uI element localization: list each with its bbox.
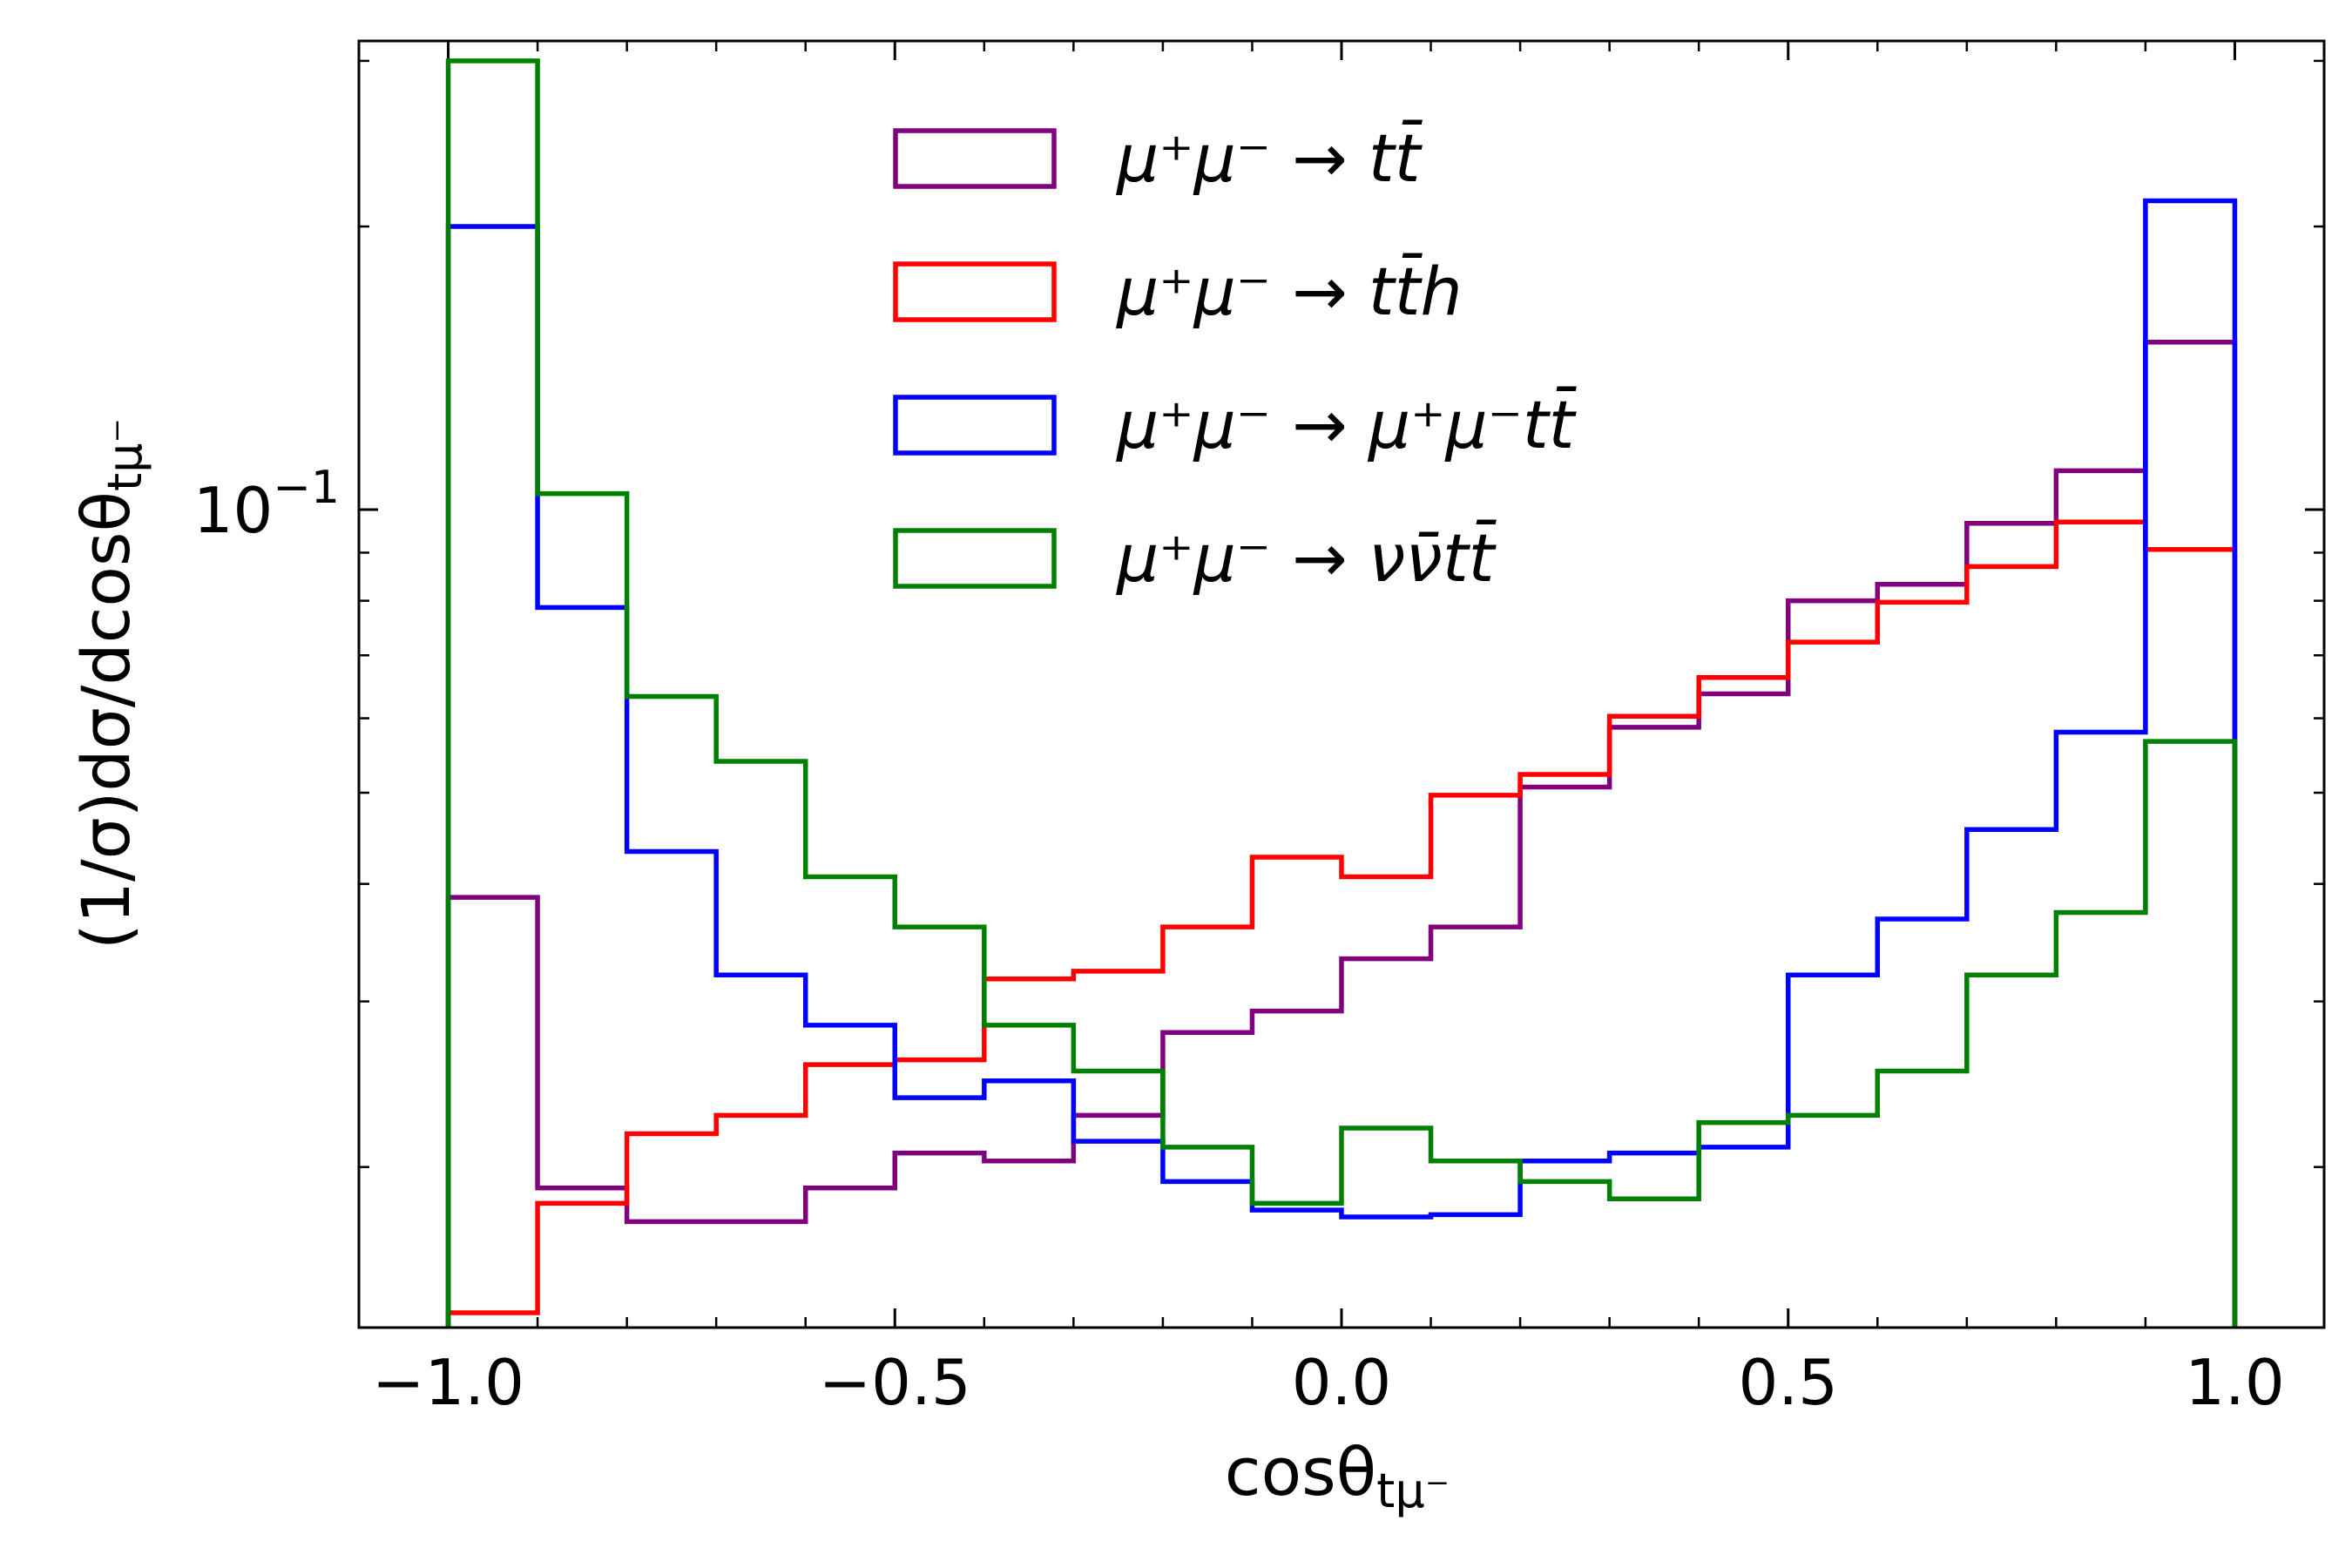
- x-axis-ticks: [357, 41, 2326, 1328]
- legend-swatch-mumu_mumutt: [893, 395, 1057, 456]
- legend-label-mumu_mumutt: μ⁺μ⁻ → μ⁺μ⁻tt̄: [1116, 385, 1578, 463]
- y-tick-labels: 10−1: [193, 462, 340, 547]
- legend-label-mumu_tt: μ⁺μ⁻ → tt̄: [1116, 118, 1423, 197]
- legend-swatch-mumu_tth: [893, 261, 1057, 322]
- y-axis-label-main: (1/σ)dσ/dcosθ: [67, 491, 145, 950]
- x-tick-label: 1.0: [2185, 1346, 2285, 1419]
- x-axis-label-main: cosθ: [1225, 1433, 1376, 1511]
- x-axis-label-sub: tμ⁻: [1376, 1463, 1450, 1518]
- histogram-series: [445, 58, 2238, 1328]
- x-tick-label: 0.5: [1738, 1346, 1838, 1419]
- legend: μ⁺μ⁻ → tt̄ μ⁺μ⁻ → tt̄h μ⁺μ⁻ → μ⁺μ⁻tt̄ μ⁺μ⁻ …: [893, 118, 1578, 597]
- legend-label-mumu_tth: μ⁺μ⁻ → tt̄h: [1116, 252, 1463, 330]
- x-axis-label: cosθtμ⁻: [1225, 1433, 1450, 1518]
- x-tick-label: −1.0: [372, 1346, 524, 1419]
- x-tick-label: 0.0: [1292, 1346, 1392, 1419]
- plot-area: [359, 41, 2324, 1328]
- series-mumu_vvtt: [445, 58, 2238, 1328]
- series-mumu_tth: [445, 519, 2238, 1328]
- x-tick-labels: −1.0 −0.5 0.0 0.5 1.0: [372, 1346, 2285, 1419]
- y-axis-ticks: [359, 59, 2324, 1168]
- series-mumu_mumutt: [445, 198, 2238, 1328]
- series-mumu_tt: [445, 339, 2238, 1328]
- legend-swatch-mumu_vvtt: [893, 528, 1057, 589]
- y-axis-label: (1/σ)dσ/dcosθtμ⁻: [67, 418, 152, 950]
- y-tick-label: 10−1: [193, 462, 340, 547]
- legend-swatch-mumu_tt: [893, 128, 1057, 189]
- x-tick-label: −0.5: [819, 1346, 971, 1419]
- legend-label-mumu_vvtt: μ⁺μ⁻ → νν̄tt̄: [1116, 518, 1497, 597]
- plot-frame: [357, 39, 2326, 1329]
- y-axis-label-sub: tμ⁻: [98, 418, 152, 491]
